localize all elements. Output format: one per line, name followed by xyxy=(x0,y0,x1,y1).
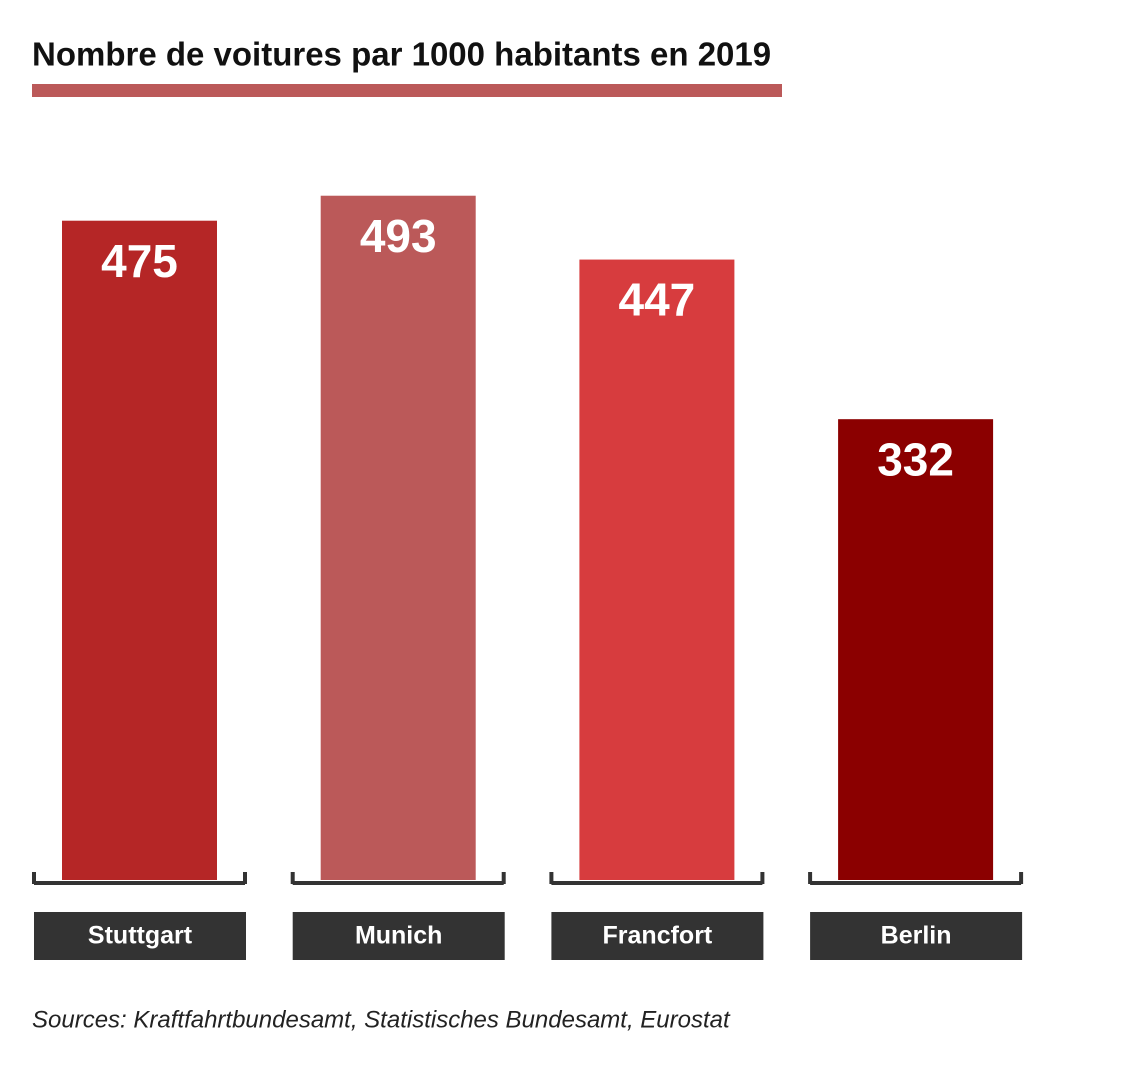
category-box xyxy=(551,912,764,960)
axis-bracket xyxy=(32,872,247,885)
value-label: 332 xyxy=(877,433,954,485)
x-tick-label: Francfort xyxy=(603,922,713,950)
value-label: 493 xyxy=(360,210,437,262)
value-label: 447 xyxy=(619,274,696,326)
bar xyxy=(579,259,735,881)
value-label: 475 xyxy=(101,235,178,287)
bar xyxy=(62,220,217,880)
category-box xyxy=(292,912,505,960)
axis-bracket xyxy=(808,872,1024,885)
bar xyxy=(838,419,994,880)
axis-bracket xyxy=(549,872,765,885)
x-tick-label: Berlin xyxy=(881,922,952,950)
x-tick-label: Stuttgart xyxy=(88,922,193,950)
title-underline xyxy=(32,84,782,97)
chart-title: Nombre de voitures par 1000 habitants en… xyxy=(32,36,771,73)
source: Sources: Kraftfahrtbundesamt, Statistisc… xyxy=(32,1006,731,1033)
axis-bracket xyxy=(290,872,506,885)
category-box xyxy=(34,912,246,960)
category-box xyxy=(810,912,1023,960)
bar xyxy=(320,195,476,880)
x-tick-label: Munich xyxy=(355,922,443,950)
